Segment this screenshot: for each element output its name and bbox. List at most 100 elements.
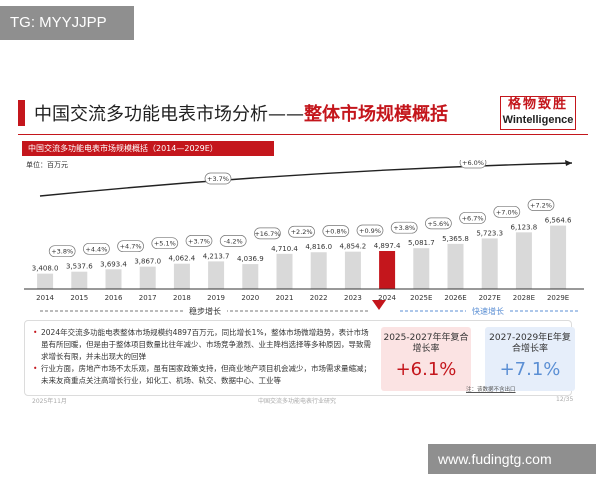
title-highlight: 整体市场规模概括 [304, 104, 448, 125]
bar-2026E [447, 243, 464, 289]
growth-pill [322, 225, 350, 238]
x-tick-label: 2021 [276, 294, 294, 302]
growth-label: +4.7% [120, 243, 142, 251]
phase-label-fast: 快速增长 [472, 306, 504, 316]
bar-2016 [105, 269, 122, 289]
bar-2022 [310, 252, 327, 289]
title-prefix: 中国交流多功能电表市场分析—— [34, 104, 304, 125]
bar-value-label: 4,816.0 [305, 243, 332, 251]
growth-pill [185, 235, 213, 247]
bar-2025E [413, 248, 430, 289]
trend-label-hist: +3.7% [207, 175, 229, 183]
x-tick-label: 2018 [173, 294, 191, 302]
x-tick-label: 2014 [36, 294, 54, 302]
bar-value-label: 3,408.0 [32, 265, 59, 273]
trend-arrow-line [39, 162, 573, 197]
bar-value-label: 3,537.6 [66, 263, 93, 271]
growth-label: +5.1% [154, 240, 176, 248]
x-tick-label: 2020 [241, 294, 259, 302]
growth-label: +16.7% [254, 230, 280, 238]
x-tick-label: 2016 [105, 294, 123, 302]
data-note: 注：该数据不含出口 [466, 387, 516, 393]
bar-value-label: 3,693.4 [100, 260, 127, 268]
growth-label: +3.8% [393, 224, 415, 232]
bar-2021 [276, 253, 293, 289]
growth-label: -4.2% [224, 237, 243, 245]
x-tick-label: 2027E [479, 294, 501, 302]
slide-header: 中国交流多功能电表市场分析——整体市场规模概括 格物致胜 Wintelligen… [18, 96, 588, 134]
phase-label-bg [183, 304, 227, 317]
phase-label-stable: 稳步增长 [189, 306, 221, 316]
bar-2017 [139, 266, 156, 289]
x-tick-label: 2017 [139, 294, 157, 302]
growth-label: +7.2% [530, 202, 552, 210]
growth-label: +0.9% [359, 227, 381, 235]
x-tick-label: 2029E [547, 294, 569, 302]
tg-watermark-badge: TG: MYYJJPP [0, 6, 134, 40]
trend-arrow-head [565, 160, 572, 166]
bar-value-label: 5,723.3 [476, 229, 503, 237]
footer-page-number: 12/35 [556, 396, 574, 403]
x-tick-label: 2025E [410, 294, 432, 302]
growth-pill [356, 224, 384, 237]
summary-bullet: 2024年交流多功能电表整体市场规模约4897百万元，同比增长1%，整体市场微增… [33, 327, 371, 363]
header-rule [18, 134, 588, 135]
bar-2019 [208, 261, 225, 289]
bar-value-label: 4,036.9 [237, 255, 264, 263]
growth-label: +6.7% [462, 214, 484, 222]
growth-pill [117, 240, 144, 253]
bar-2015 [71, 271, 88, 289]
brand-logo: 格物致胜 Wintelligence [500, 96, 576, 130]
trend-pill-hist [204, 172, 232, 185]
growth-pill [48, 245, 76, 258]
title-accent-bar [18, 100, 25, 126]
x-tick-label: 2028E [513, 294, 535, 302]
x-tick-label: 2015 [70, 294, 88, 302]
growth-label: +3.7% [188, 237, 210, 245]
footer-date: 2025年11月 [32, 398, 67, 405]
bar-2029E [550, 225, 567, 289]
cagr-box-2025-2027: 2025-2027年年复合增长率 +6.1% [381, 327, 471, 391]
bar-value-label: 6,564.6 [545, 217, 572, 225]
summary-bullet: 行业方面，房地产市场不太乐观，虽有国家政策支持，但商业地产项目机会减少，市场需求… [33, 363, 371, 387]
cagr-box-2027-2029: 2027-2029年E年复合增长率 +7.1% [485, 327, 575, 391]
chart-unit: 单位：百万元 [26, 161, 68, 169]
bar-value-label: 4,854.2 [340, 243, 367, 251]
footer-report-title: 中国交流多功能电表行业研究 [258, 398, 337, 405]
x-tick-label: 2019 [207, 294, 225, 302]
bar-value-label: 5,365.8 [442, 235, 469, 243]
growth-pill [459, 212, 486, 224]
cagr-value: +6.1% [395, 359, 457, 380]
url-watermark-badge: www.fudingtg.com [428, 444, 596, 474]
growth-pill [254, 227, 281, 240]
trend-label-forecast: +6.0% [462, 160, 484, 167]
phase-label-bg [466, 304, 510, 317]
growth-pill [493, 205, 521, 218]
growth-label: +7.0% [496, 208, 518, 216]
growth-pill [219, 235, 247, 247]
x-tick-label: 2026E [444, 294, 466, 302]
growth-label: +2.2% [291, 228, 313, 236]
growth-pill [527, 199, 555, 211]
growth-pill [425, 217, 452, 230]
page-title: 中国交流多功能电表市场分析——整体市场规模概括 [34, 100, 448, 126]
logo-cn: 格物致胜 [507, 97, 568, 112]
growth-label: +0.8% [325, 228, 347, 236]
summary-panel: 2024年交流多功能电表整体市场规模约4897百万元，同比增长1%，整体市场微增… [24, 320, 575, 396]
bar-2020 [242, 264, 259, 289]
bar-value-label: 3,867.0 [134, 258, 161, 266]
growth-pill [151, 237, 179, 250]
bar-2028E [515, 232, 532, 289]
growth-label: +4.4% [85, 245, 107, 253]
x-tick-label: 2022 [310, 294, 328, 302]
chart-title: 中国交流多功能电表市场规模概括（2014—2029E） [22, 141, 274, 156]
bar-2014 [37, 273, 54, 289]
cagr-value: +7.1% [499, 359, 561, 380]
bar-2018 [173, 263, 190, 289]
cagr-label: 2027-2029年E年复合增长率 [489, 333, 571, 354]
bar-2027E [481, 238, 498, 289]
growth-label: +5.6% [427, 220, 449, 228]
summary-bullets: 2024年交流多功能电表整体市场规模约4897百万元，同比增长1%，整体市场微增… [33, 327, 371, 387]
growth-pill [83, 242, 110, 255]
growth-pill [390, 221, 418, 234]
